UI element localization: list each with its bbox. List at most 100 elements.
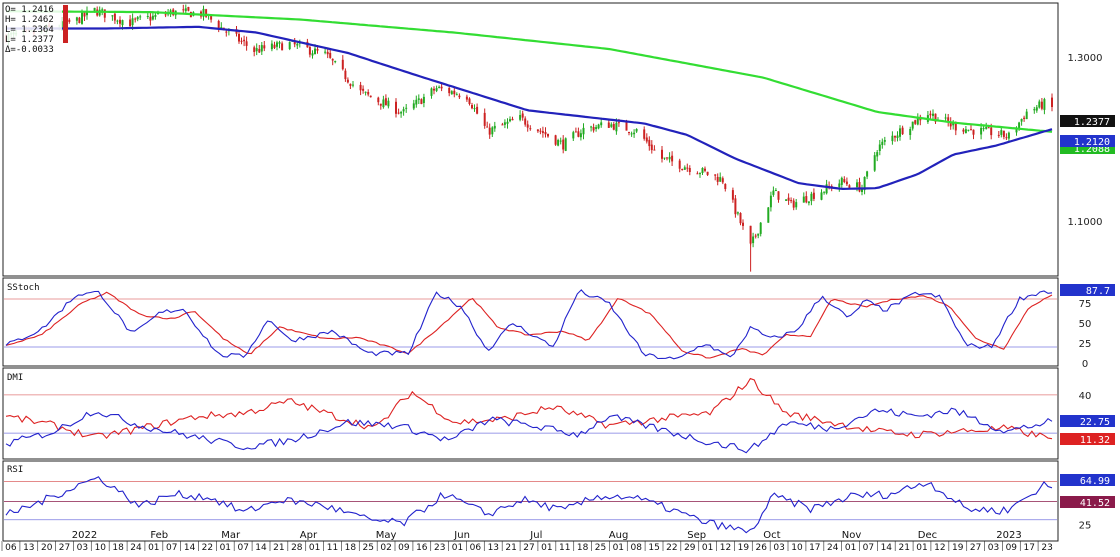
sstoch-y-tick-label: 0: [1082, 359, 1088, 370]
candle-body: [81, 12, 83, 24]
info-high: H= 1.2462: [5, 15, 54, 25]
candle-body: [759, 222, 762, 234]
candle-body: [767, 207, 770, 223]
x-axis-day-label: 07: [237, 543, 248, 553]
ma-green-value: 1.2088: [1074, 144, 1110, 155]
candle-body: [610, 124, 613, 127]
price-panel-frame: [2, 2, 1059, 277]
last-price-value: 1.2377: [1074, 117, 1110, 128]
dmi-panel-frame: [2, 367, 1059, 460]
candle-body: [225, 31, 228, 33]
candle-body: [260, 45, 263, 52]
sstoch-value: 87.7: [1086, 286, 1110, 297]
candle-body: [503, 122, 506, 125]
candle-body: [93, 7, 96, 12]
candle-body: [810, 193, 813, 202]
x-axis-layer: 06 13 20 27 03 10 18 24 01 07 14 22 01 07 14 21 28 01 11 18…: [0, 530, 1058, 553]
x-axis-day-label: 24: [130, 543, 142, 553]
candle-body: [384, 98, 387, 106]
candle-body: [600, 122, 603, 126]
candle-body: [453, 90, 456, 95]
candle-body: [653, 149, 656, 151]
sstoch-layer: [4, 289, 1057, 360]
candle-body: [899, 128, 901, 137]
candle-body: [739, 213, 742, 224]
candle-body: [980, 127, 983, 135]
x-axis-month-label: Mar: [221, 530, 241, 541]
candle-body: [1018, 122, 1021, 129]
candle-body: [308, 47, 311, 55]
candle-body: [916, 117, 919, 125]
candle-body: [582, 127, 585, 135]
candle-body: [666, 157, 668, 159]
x-axis-day-label: 01: [452, 543, 463, 553]
x-axis-day-label: 11: [327, 543, 338, 553]
candle-body: [202, 8, 205, 17]
candle-body: [458, 95, 461, 98]
candle-body: [962, 129, 965, 132]
candle-body: [982, 128, 985, 130]
x-axis-day-label: 10: [791, 543, 803, 553]
candle-body: [245, 41, 248, 46]
rsi-ref-tag: 41.52: [1060, 496, 1115, 509]
candle-body: [488, 127, 491, 135]
x-axis-day-label: 14: [255, 543, 267, 553]
candle-body: [270, 43, 273, 50]
candle-body: [387, 100, 390, 107]
x-axis-day-label: 18: [577, 543, 589, 553]
candle-body: [506, 121, 509, 124]
rsi-layer: [4, 476, 1057, 534]
candle-body: [757, 233, 760, 236]
candle-body: [736, 212, 739, 214]
candle-body: [970, 129, 972, 131]
dmi-minus-tag-bg: [1060, 433, 1115, 445]
sstoch-y-tick-label: 25: [1079, 339, 1092, 350]
candle-body: [681, 169, 684, 170]
dmi-minus-line: [5, 377, 1053, 440]
x-axis-day-label: 08: [630, 543, 642, 553]
dmi-y-tick-label: 40: [1079, 391, 1092, 402]
dmi-plus-tag-bg: [1060, 415, 1115, 427]
candle-body: [379, 103, 382, 106]
candle-body: [187, 7, 190, 11]
x-axis-day-label: 27: [59, 543, 70, 553]
candle-body: [1033, 109, 1036, 111]
candle-body: [400, 112, 403, 114]
x-axis-month-label: Apr: [300, 530, 318, 541]
candle-body: [433, 88, 435, 91]
candle-body: [823, 191, 826, 193]
candle-body: [683, 167, 686, 170]
x-axis-month-label: Dec: [918, 530, 937, 541]
candle-body: [359, 84, 362, 91]
ma-blue-value: 1.2120: [1074, 137, 1110, 148]
candle-body: [734, 198, 737, 215]
candle-body: [630, 133, 633, 135]
candle-body: [721, 178, 724, 183]
candle-body: [990, 127, 993, 136]
x-axis-month-label: Sep: [687, 530, 706, 541]
right-axis-area: [1058, 0, 1120, 557]
candle-body: [331, 58, 334, 61]
candle-body: [777, 191, 780, 200]
candle-body: [590, 126, 593, 128]
candle-body: [769, 195, 772, 208]
moving-average-green-line: [6, 10, 1053, 133]
x-axis-day-label: 01: [916, 543, 927, 553]
x-axis-month-label: Aug: [609, 530, 629, 541]
candle-body: [873, 155, 876, 171]
candle-body: [240, 40, 243, 42]
rsi-value: 64.99: [1080, 476, 1110, 487]
candle-body: [792, 200, 795, 208]
rsi-line: [5, 476, 1053, 534]
candle-body: [483, 112, 486, 126]
x-axis-month-label: Jun: [453, 530, 470, 541]
candle-body: [311, 53, 314, 56]
candle-body: [417, 98, 420, 100]
candle-body: [843, 179, 846, 182]
candle-body: [253, 47, 256, 52]
candle-body: [617, 122, 620, 124]
candle-body: [146, 16, 149, 17]
candle-body: [369, 95, 372, 98]
candle-body: [341, 59, 344, 70]
